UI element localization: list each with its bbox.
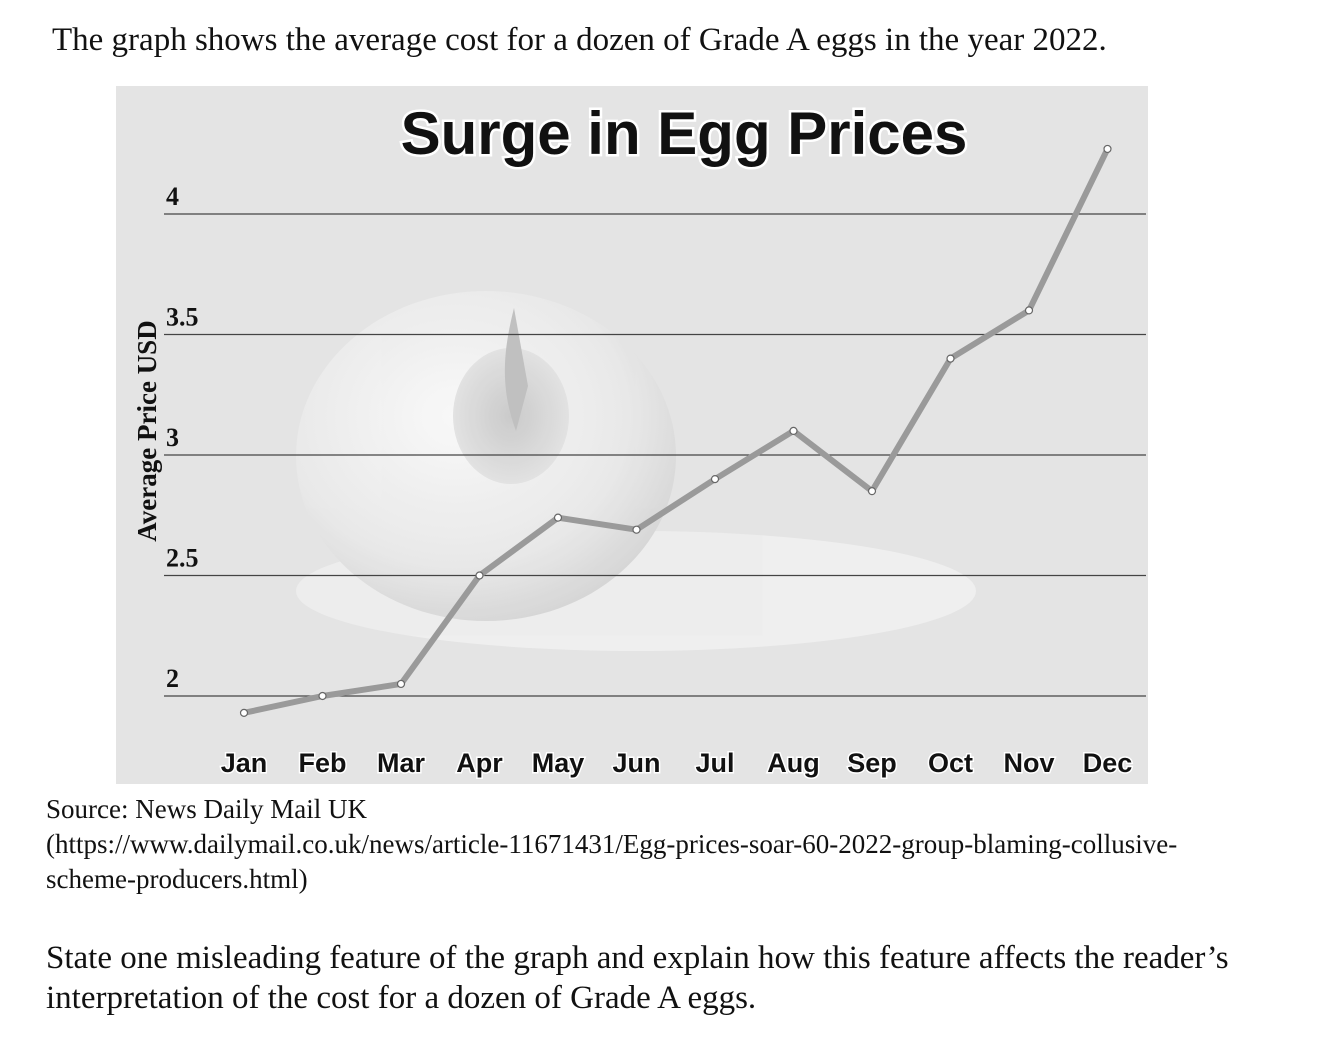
x-tick-mar: Mar [377,748,426,778]
x-tick-labels: Jan Feb Mar Apr May Jun Jul Aug Sep Oct Nov Dec [219,747,1134,780]
source-label: Source: News Daily Mail UK [46,794,367,824]
y-axis-label: Average Price USD [132,320,162,541]
source-citation: Source: News Daily Mail UK (https://www.… [46,792,1177,897]
x-tick-feb: Feb [298,748,346,778]
x-tick-nov: Nov [1003,748,1054,778]
x-tick-oct: Oct [928,748,973,778]
data-point-nov [1024,306,1034,315]
x-tick-may: May [532,748,585,778]
question-text: State one misleading feature of the grap… [46,940,1229,1017]
data-point-jun [632,525,641,534]
x-tick-dec: Dec [1083,748,1133,778]
x-tick-aug: Aug [767,748,819,778]
y-tick-4: 4 [166,182,179,211]
data-point-mar [396,679,406,689]
price-line [241,145,1111,716]
source-url-line-2: scheme-producers.html) [46,864,308,895]
x-tick-apr: Apr [456,748,503,778]
data-point-feb [318,691,327,701]
data-point-apr [475,571,484,580]
data-point-jan [239,708,249,717]
egg-photo-icon [296,291,976,651]
data-point-may [553,513,563,522]
source-url-line-1: (https://www.dailymail.co.uk/news/articl… [46,829,1178,860]
data-point-jul [710,475,720,484]
x-tick-sep: Sep [847,748,897,778]
price-series [239,144,1112,717]
y-tick-labels: 2 2.5 3 3.5 4 [166,182,199,693]
x-tick-jun: Jun [612,748,660,778]
y-tick-3.5: 3.5 [166,303,199,332]
y-tick-3: 3 [166,423,179,452]
data-point-dec [1103,144,1112,154]
data-point-oct [946,354,955,363]
x-tick-jan: Jan [221,748,268,778]
data-point-aug [789,426,798,435]
intro-text: The graph shows the average cost for a d… [52,22,1107,58]
y-tick-2.5: 2.5 [166,544,199,573]
gridlines [164,213,1146,697]
chart-svg: Surge in Egg Prices Average Price USD 22… [116,86,1148,784]
data-point-sep [867,487,877,496]
y-tick-2: 2 [166,664,179,693]
chart-title: Surge in Egg Prices [401,100,968,167]
x-tick-jul: Jul [695,748,734,778]
